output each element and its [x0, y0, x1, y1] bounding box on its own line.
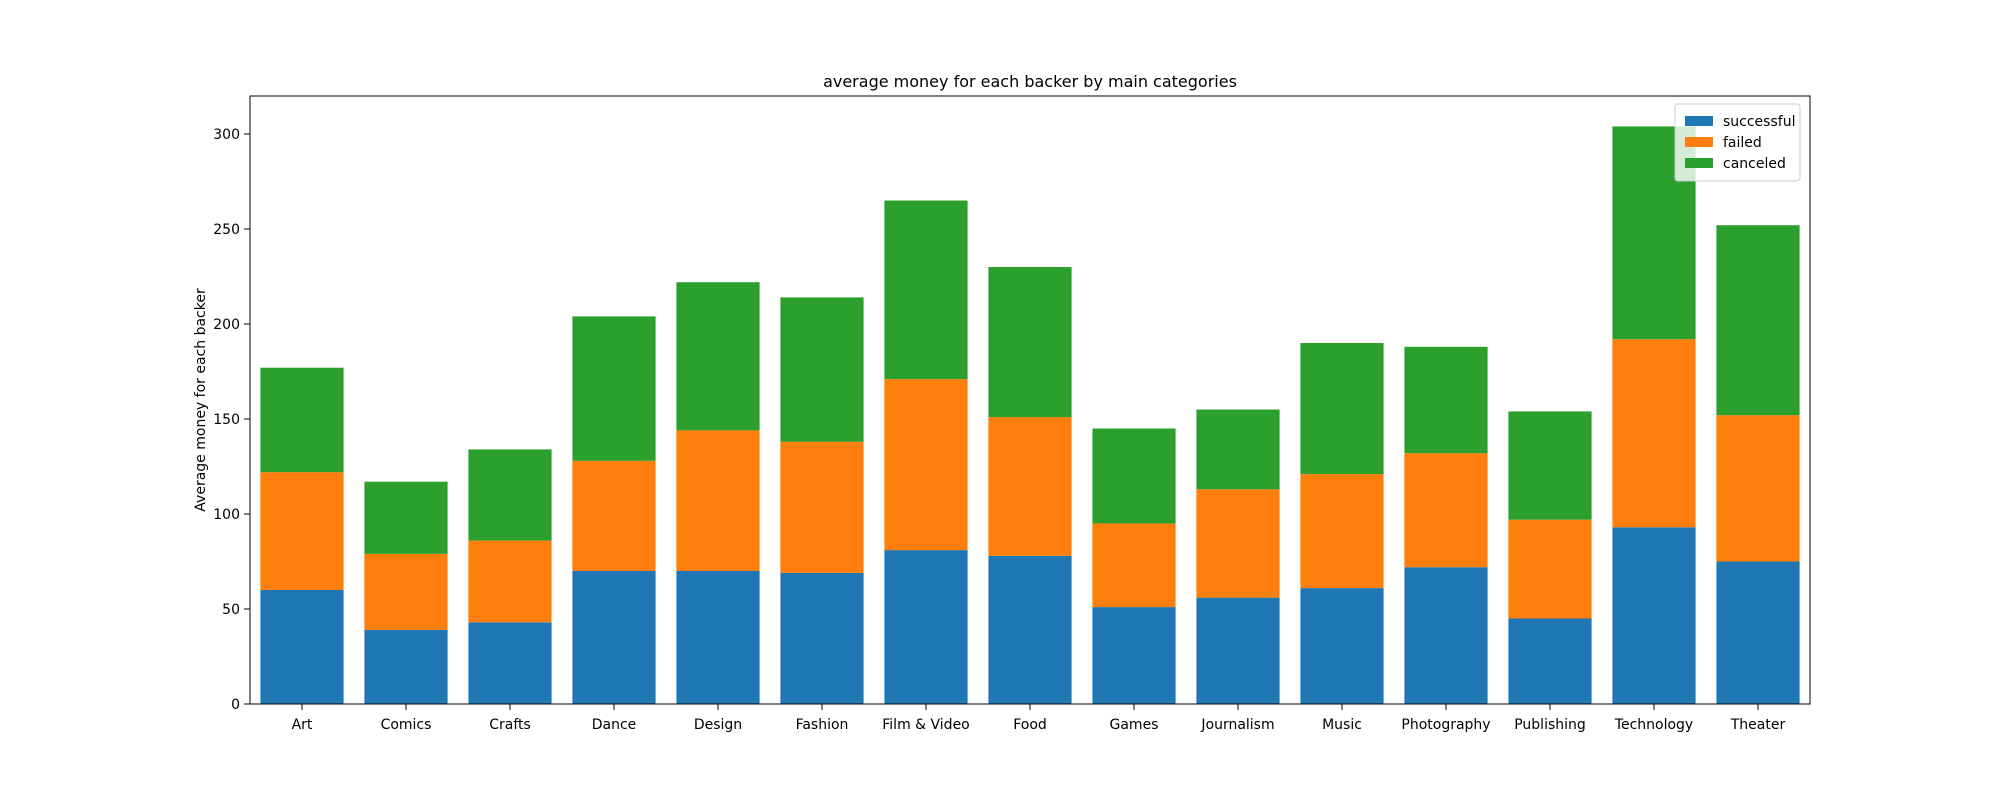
bar-failed-music — [1300, 474, 1384, 589]
bar-successful-games — [1092, 607, 1176, 704]
bar-canceled-photography — [1404, 346, 1488, 454]
y-tick-label: 150 — [213, 412, 240, 428]
x-tick-label: Fashion — [796, 717, 849, 733]
y-tick-label: 100 — [213, 507, 240, 523]
bar-canceled-design — [676, 282, 760, 431]
bar-canceled-food — [988, 267, 1072, 418]
x-axis: Art Comics Crafts Dance Design Fashion Film & … — [292, 704, 1786, 733]
bar-failed-journalism — [1196, 489, 1280, 598]
chart-title: average money for each backer by main ca… — [823, 72, 1237, 91]
bar-canceled-fashion — [780, 297, 864, 442]
legend-label-canceled: canceled — [1723, 156, 1786, 172]
x-tick-label: Design — [694, 717, 742, 733]
bar-successful-design — [676, 571, 760, 704]
y-tick-label: 200 — [213, 317, 240, 333]
x-tick-label: Comics — [381, 717, 432, 733]
bar-failed-publishing — [1508, 519, 1592, 619]
x-tick-label: Journalism — [1200, 717, 1274, 733]
x-tick-label: Art — [292, 717, 313, 733]
bar-successful-film-video — [884, 550, 968, 704]
bar-canceled-crafts — [468, 449, 552, 541]
bars-layer — [260, 126, 1800, 704]
y-tick-label: 50 — [222, 602, 240, 618]
bar-failed-comics — [364, 553, 448, 630]
legend: successful failed canceled — [1674, 103, 1801, 182]
bar-canceled-journalism — [1196, 409, 1280, 490]
bar-failed-technology — [1612, 339, 1696, 528]
legend-label-successful: successful — [1723, 114, 1795, 130]
x-tick-label: Music — [1322, 717, 1362, 733]
legend-label-failed: failed — [1723, 135, 1762, 151]
x-tick-label: Crafts — [489, 717, 531, 733]
x-tick-label: Technology — [1614, 717, 1693, 733]
bar-canceled-theater — [1716, 225, 1800, 416]
legend-swatch-canceled — [1685, 158, 1713, 168]
y-axis-label: Average money for each backer — [193, 288, 209, 512]
x-tick-label: Photography — [1401, 717, 1490, 733]
bar-successful-food — [988, 555, 1072, 704]
bar-failed-theater — [1716, 415, 1800, 562]
bar-failed-fashion — [780, 441, 864, 573]
bar-failed-design — [676, 430, 760, 571]
bar-canceled-dance — [572, 316, 656, 461]
x-tick-label: Food — [1013, 717, 1047, 733]
bar-failed-dance — [572, 460, 656, 571]
bar-failed-games — [1092, 523, 1176, 608]
x-tick-label: Theater — [1730, 717, 1786, 733]
bar-failed-film-video — [884, 379, 968, 551]
x-tick-label: Games — [1110, 717, 1159, 733]
bar-canceled-games — [1092, 428, 1176, 524]
bar-successful-comics — [364, 629, 448, 704]
bar-canceled-art — [260, 367, 344, 473]
y-tick-label: 250 — [213, 222, 240, 238]
bar-canceled-publishing — [1508, 411, 1592, 520]
bar-successful-theater — [1716, 561, 1800, 704]
y-axis: 0 50 100 150 200 250 300 — [213, 127, 250, 713]
x-tick-label: Dance — [592, 717, 637, 733]
bar-successful-art — [260, 590, 344, 704]
bar-successful-music — [1300, 588, 1384, 704]
x-tick-label: Film & Video — [882, 717, 970, 733]
bar-successful-technology — [1612, 527, 1696, 704]
bar-successful-journalism — [1196, 597, 1280, 704]
legend-swatch-failed — [1685, 137, 1713, 147]
bar-failed-art — [260, 472, 344, 590]
bar-successful-crafts — [468, 622, 552, 704]
y-tick-label: 0 — [231, 697, 240, 713]
bar-successful-publishing — [1508, 618, 1592, 704]
bar-successful-dance — [572, 571, 656, 704]
bar-successful-photography — [1404, 567, 1488, 704]
bar-failed-crafts — [468, 540, 552, 623]
bar-failed-photography — [1404, 453, 1488, 568]
x-tick-label: Publishing — [1514, 717, 1586, 733]
bar-successful-fashion — [780, 572, 864, 704]
bar-canceled-comics — [364, 481, 448, 554]
legend-swatch-successful — [1685, 116, 1713, 126]
bar-canceled-film-video — [884, 200, 968, 380]
bar-canceled-music — [1300, 343, 1384, 475]
y-tick-label: 300 — [213, 127, 240, 143]
bar-failed-food — [988, 417, 1072, 556]
